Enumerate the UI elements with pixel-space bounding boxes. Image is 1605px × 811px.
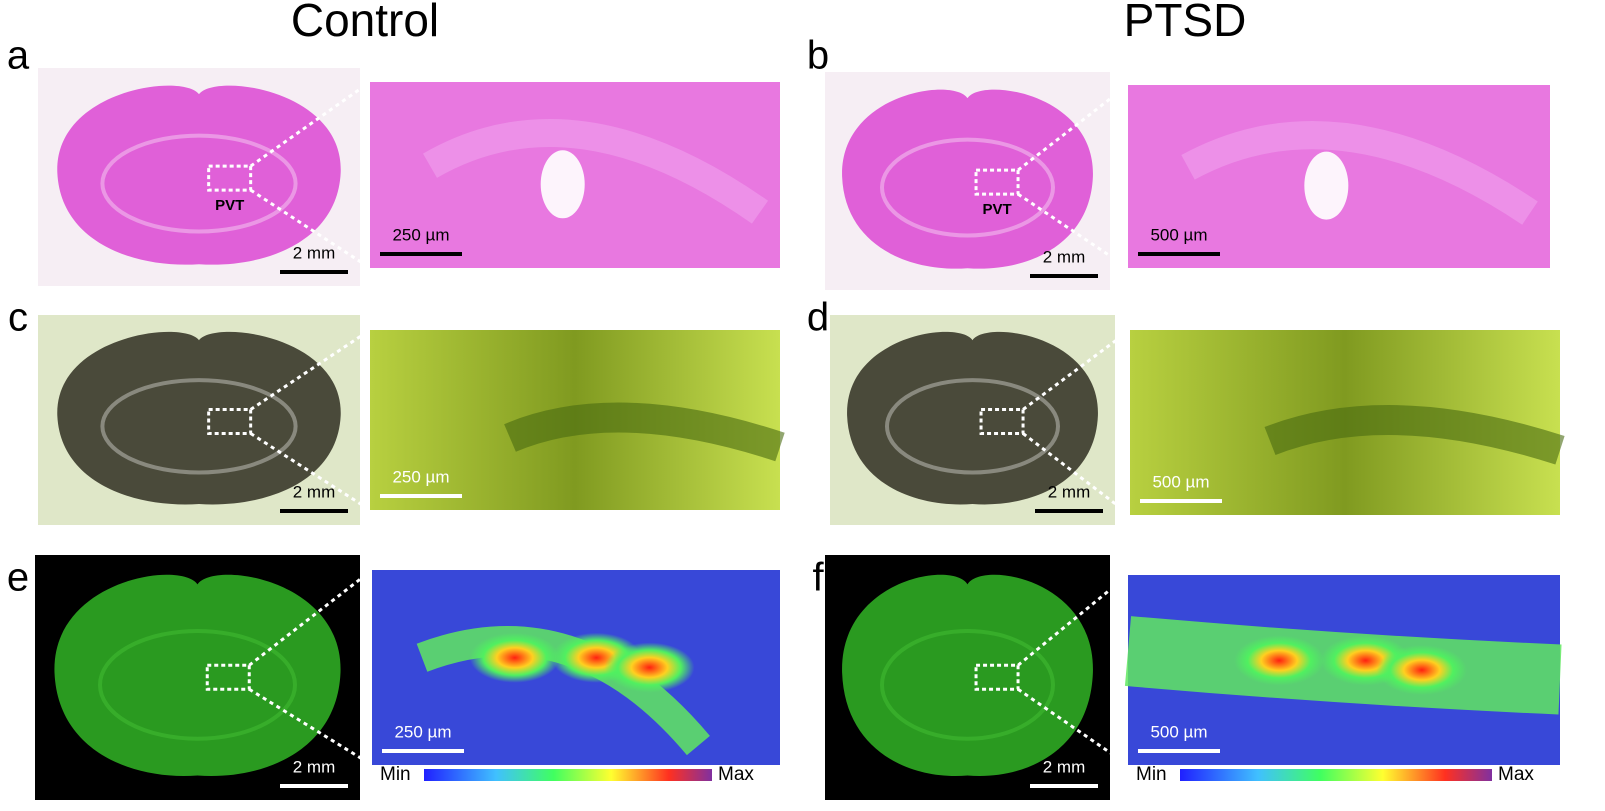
zoom-line xyxy=(248,687,373,767)
zoom-line xyxy=(1022,432,1131,517)
brain-section xyxy=(847,331,1098,505)
column-title: PTSD xyxy=(1124,0,1247,46)
roi-box xyxy=(974,663,1020,691)
ventricle xyxy=(1304,151,1349,220)
scale-label: 250 µm xyxy=(392,225,449,244)
scale-label: 2 mm xyxy=(1043,247,1086,266)
panel-letter: a xyxy=(7,34,30,78)
panel-letter: f xyxy=(812,556,824,600)
column-title: Control xyxy=(291,0,439,46)
hippocampus xyxy=(880,628,1055,741)
scale-label: 2 mm xyxy=(293,757,336,776)
hotspot xyxy=(604,642,695,693)
scale-label: 2 mm xyxy=(293,243,336,262)
hotspot xyxy=(1234,635,1325,686)
tissue-band xyxy=(423,118,769,224)
scale-label: 500 µm xyxy=(1150,722,1207,741)
scale-label: 500 µm xyxy=(1152,472,1209,491)
panel-letter: b xyxy=(807,34,829,78)
hippocampus xyxy=(880,137,1055,238)
hippocampus xyxy=(885,378,1060,475)
colorbar xyxy=(1180,769,1492,781)
brain-section xyxy=(842,574,1093,777)
tissue-band xyxy=(1181,121,1538,225)
zoom-line xyxy=(1017,192,1129,270)
scale-label: 250 µm xyxy=(392,467,449,486)
roi-box xyxy=(207,408,253,435)
brain-section xyxy=(57,85,341,265)
roi-box xyxy=(979,408,1025,435)
hotspot xyxy=(1376,645,1467,695)
panels: PVT 2 mm 250 µm a PVT 2 mm 500 µm b 2 mm 250 µm c 2… xyxy=(7,34,1565,800)
scale-label: 250 µm xyxy=(394,722,451,741)
colorbar-max: Max xyxy=(718,764,754,785)
scale-label: 500 µm xyxy=(1150,225,1207,244)
brain-section xyxy=(54,574,341,777)
roi-box xyxy=(205,663,251,691)
tissue-band xyxy=(504,402,785,462)
panel-letter: d xyxy=(807,296,829,340)
scale-label: 2 mm xyxy=(293,482,336,501)
hippocampus xyxy=(100,133,298,234)
colorbar-min: Min xyxy=(1136,764,1167,785)
roi-box xyxy=(207,164,253,192)
ventricle xyxy=(540,150,585,219)
brain-section xyxy=(842,89,1093,269)
zoom-line xyxy=(1017,688,1129,767)
panel-letter: e xyxy=(7,556,29,600)
colorbar-max: Max xyxy=(1498,764,1534,785)
zoom-line xyxy=(1022,328,1131,411)
scale-label: 2 mm xyxy=(1048,482,1091,501)
zoom-line xyxy=(249,80,371,168)
hippocampus xyxy=(98,628,297,741)
roi-box xyxy=(974,168,1020,196)
region-label: PVT xyxy=(982,201,1011,218)
hippocampus xyxy=(100,378,298,475)
panel-letter: c xyxy=(8,296,28,340)
zoom-line xyxy=(1017,83,1129,172)
zoom-line xyxy=(248,568,373,667)
brain-section xyxy=(57,331,341,505)
region-label: PVT xyxy=(215,197,244,214)
colorbar-min: Min xyxy=(380,764,411,785)
scale-label: 2 mm xyxy=(1043,757,1086,776)
tissue-band xyxy=(1264,404,1565,465)
hotspot xyxy=(469,632,560,683)
colorbar xyxy=(424,769,712,781)
